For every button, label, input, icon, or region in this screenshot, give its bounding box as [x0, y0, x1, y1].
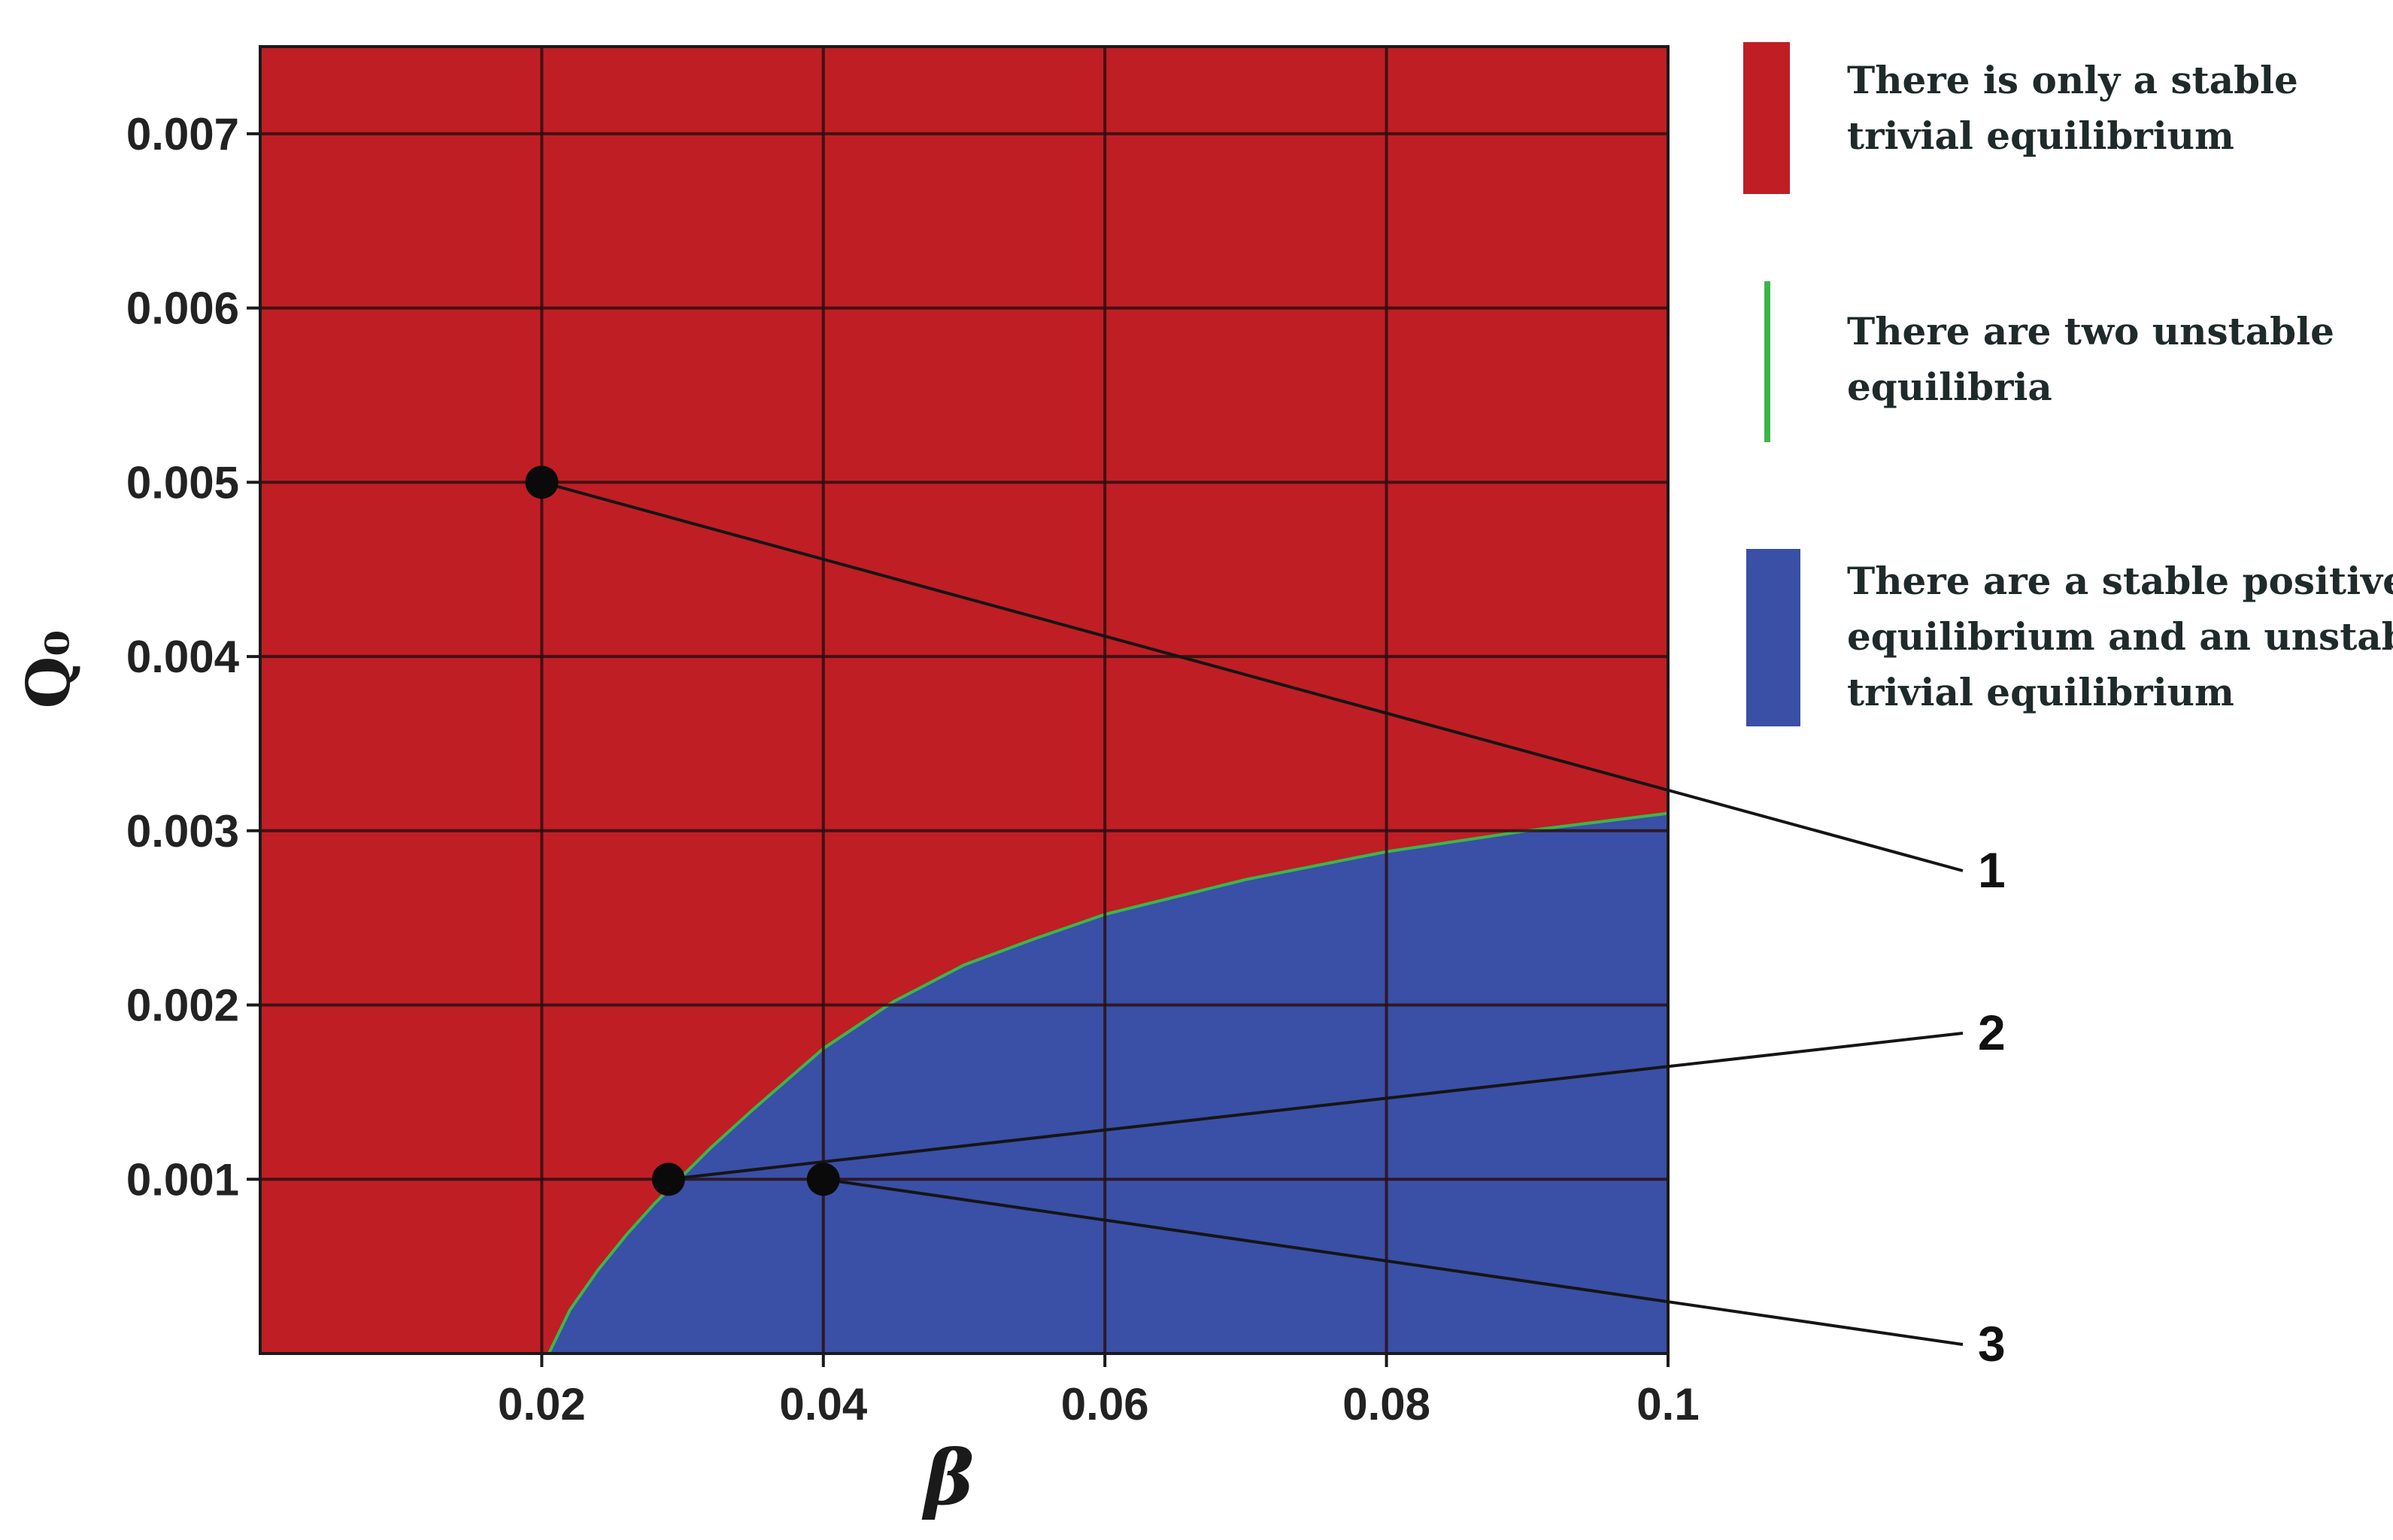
point-marker: [651, 1163, 685, 1196]
point-marker: [806, 1163, 840, 1196]
callout-line: [541, 480, 1964, 872]
legend-text-green: There are two unstable: [1847, 309, 2334, 353]
callout-line: [668, 1032, 1964, 1181]
marked-points: [525, 465, 840, 1196]
plot-frame: [259, 45, 1670, 1355]
legend-text-blue: equilibrium and an unstable: [1847, 614, 2393, 659]
y-tick-label: 0.004: [126, 632, 240, 682]
y-tick-label: 0.007: [126, 109, 239, 159]
y-axis-ticks: 0.001 0.002 0.003 0.004 0.005 0.006 0.007: [126, 109, 260, 1205]
y-tick-label: 0.002: [126, 981, 239, 1031]
legend-text-red: There is only a stable: [1847, 58, 2298, 102]
grid-lines: [260, 47, 1668, 1354]
plot-area: [259, 45, 1670, 1355]
y-tick-label: 0.006: [126, 283, 239, 334]
y-tick-label: 0.005: [126, 457, 239, 508]
y-axis-label: Q₀: [13, 630, 83, 709]
x-tick-label: 0.06: [1061, 1379, 1149, 1429]
point-marker: [525, 465, 559, 499]
x-tick-label: 0.1: [1636, 1379, 1699, 1429]
callout-lines: 1 2 3: [541, 480, 2006, 1372]
callout-line: [823, 1178, 1964, 1346]
x-axis-ticks: 0.02 0.04 0.06 0.08 0.1: [498, 1354, 1700, 1429]
x-tick-label: 0.02: [498, 1379, 586, 1429]
y-tick-label: 0.001: [126, 1154, 239, 1205]
callout-label: 1: [1978, 842, 2006, 898]
legend-text-blue: There are a stable positive: [1847, 559, 2393, 603]
callout-label: 3: [1978, 1316, 2006, 1372]
callout-label: 2: [1978, 1005, 2006, 1060]
x-axis-label: β: [921, 1433, 974, 1522]
legend: There is only a stable trivial equilibriu…: [1743, 42, 2393, 726]
legend-text-red: trivial equilibrium: [1847, 114, 2234, 158]
legend-swatch-red: [1743, 42, 1790, 194]
x-tick-label: 0.08: [1342, 1379, 1430, 1429]
blue-region-area: [548, 813, 1668, 1354]
x-tick-label: 0.04: [779, 1379, 867, 1429]
legend-text-green: equilibria: [1847, 365, 2052, 409]
y-tick-label: 0.003: [126, 806, 239, 856]
legend-swatch-blue: [1746, 549, 1800, 726]
legend-text-blue: trivial equilibrium: [1847, 670, 2234, 714]
legend-swatch-green: [1764, 281, 1770, 442]
